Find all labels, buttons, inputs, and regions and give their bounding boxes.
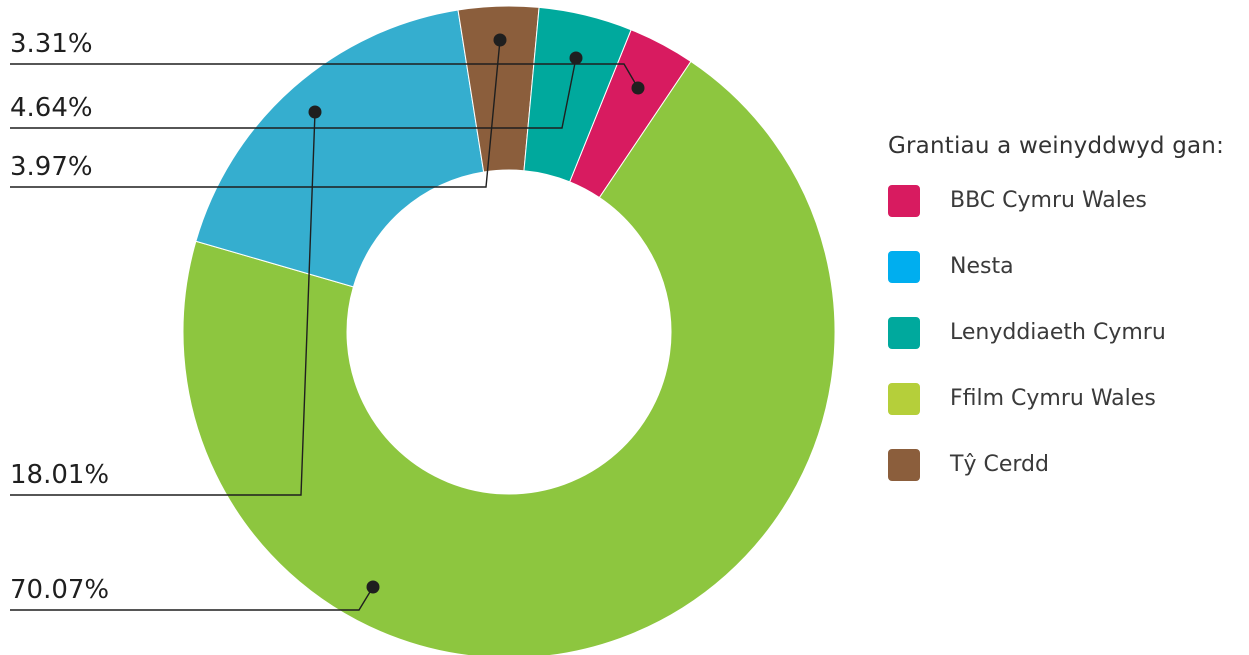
legend-swatch (888, 382, 920, 415)
data-label-nesta: 18.01% (10, 460, 109, 490)
data-label-bbc-cymru-wales: 3.31% (10, 29, 93, 59)
data-label-lenyddiaeth-cymru: 4.64% (10, 93, 93, 123)
legend-title: Grantiau a weinyddwyd gan: (888, 133, 1225, 159)
callout-ty-cerdd: 3.97% (10, 33, 507, 188)
legend-item-nesta: Nesta (888, 250, 1224, 283)
legend-items: BBC Cymru Wales Nesta Lenyddiaeth Cymru Ffi… (888, 184, 1224, 481)
leader-line (10, 39, 501, 188)
legend-item-bbc-cymru-wales: BBC Cymru Wales (888, 184, 1224, 217)
slice-ffilm-cymru-wales (182, 60, 836, 655)
legend-label: Lenyddiaeth Cymru (950, 320, 1166, 345)
legend-item-ffilm-cymru-wales: Ffilm Cymru Wales (888, 382, 1224, 415)
callout-lenyddiaeth-cymru: 4.64% (10, 51, 583, 129)
legend: Grantiau a weinyddwyd gan: BBC Cymru Wal… (888, 133, 1224, 514)
leader-dot (569, 51, 583, 65)
legend-swatch (888, 184, 920, 217)
leader-dot (631, 81, 645, 95)
legend-item-lenyddiaeth-cymru: Lenyddiaeth Cymru (888, 316, 1224, 349)
legend-label: Nesta (950, 254, 1014, 279)
leader-line (10, 111, 316, 496)
data-label-ffilm-cymru-wales: 70.07% (10, 575, 109, 605)
slice-nesta (195, 9, 485, 288)
legend-label: Ffilm Cymru Wales (950, 386, 1156, 411)
slices-layer (182, 5, 836, 655)
legend-item-ty-cerdd: Tŷ Cerdd (888, 448, 1224, 481)
legend-label: Tŷ Cerdd (950, 452, 1049, 477)
leader-line (10, 57, 577, 129)
leader-dot (366, 580, 380, 594)
slice-lenyddiaeth-cymru (523, 6, 632, 183)
leader-line (10, 63, 639, 89)
leader-dot (493, 33, 507, 47)
leader-dot (308, 105, 322, 119)
legend-label: BBC Cymru Wales (950, 188, 1147, 213)
legend-swatch (888, 316, 920, 349)
legend-swatch (888, 448, 920, 481)
callouts-layer: 3.31% 70.07% 18.01% 3.97% 4.64% (10, 29, 645, 611)
legend-swatch (888, 250, 920, 283)
callout-bbc-cymru-wales: 3.31% (10, 29, 645, 95)
callout-ffilm-cymru-wales: 70.07% (10, 575, 380, 611)
data-label-ty-cerdd: 3.97% (10, 152, 93, 182)
callout-nesta: 18.01% (10, 105, 322, 496)
leader-line (10, 586, 374, 611)
